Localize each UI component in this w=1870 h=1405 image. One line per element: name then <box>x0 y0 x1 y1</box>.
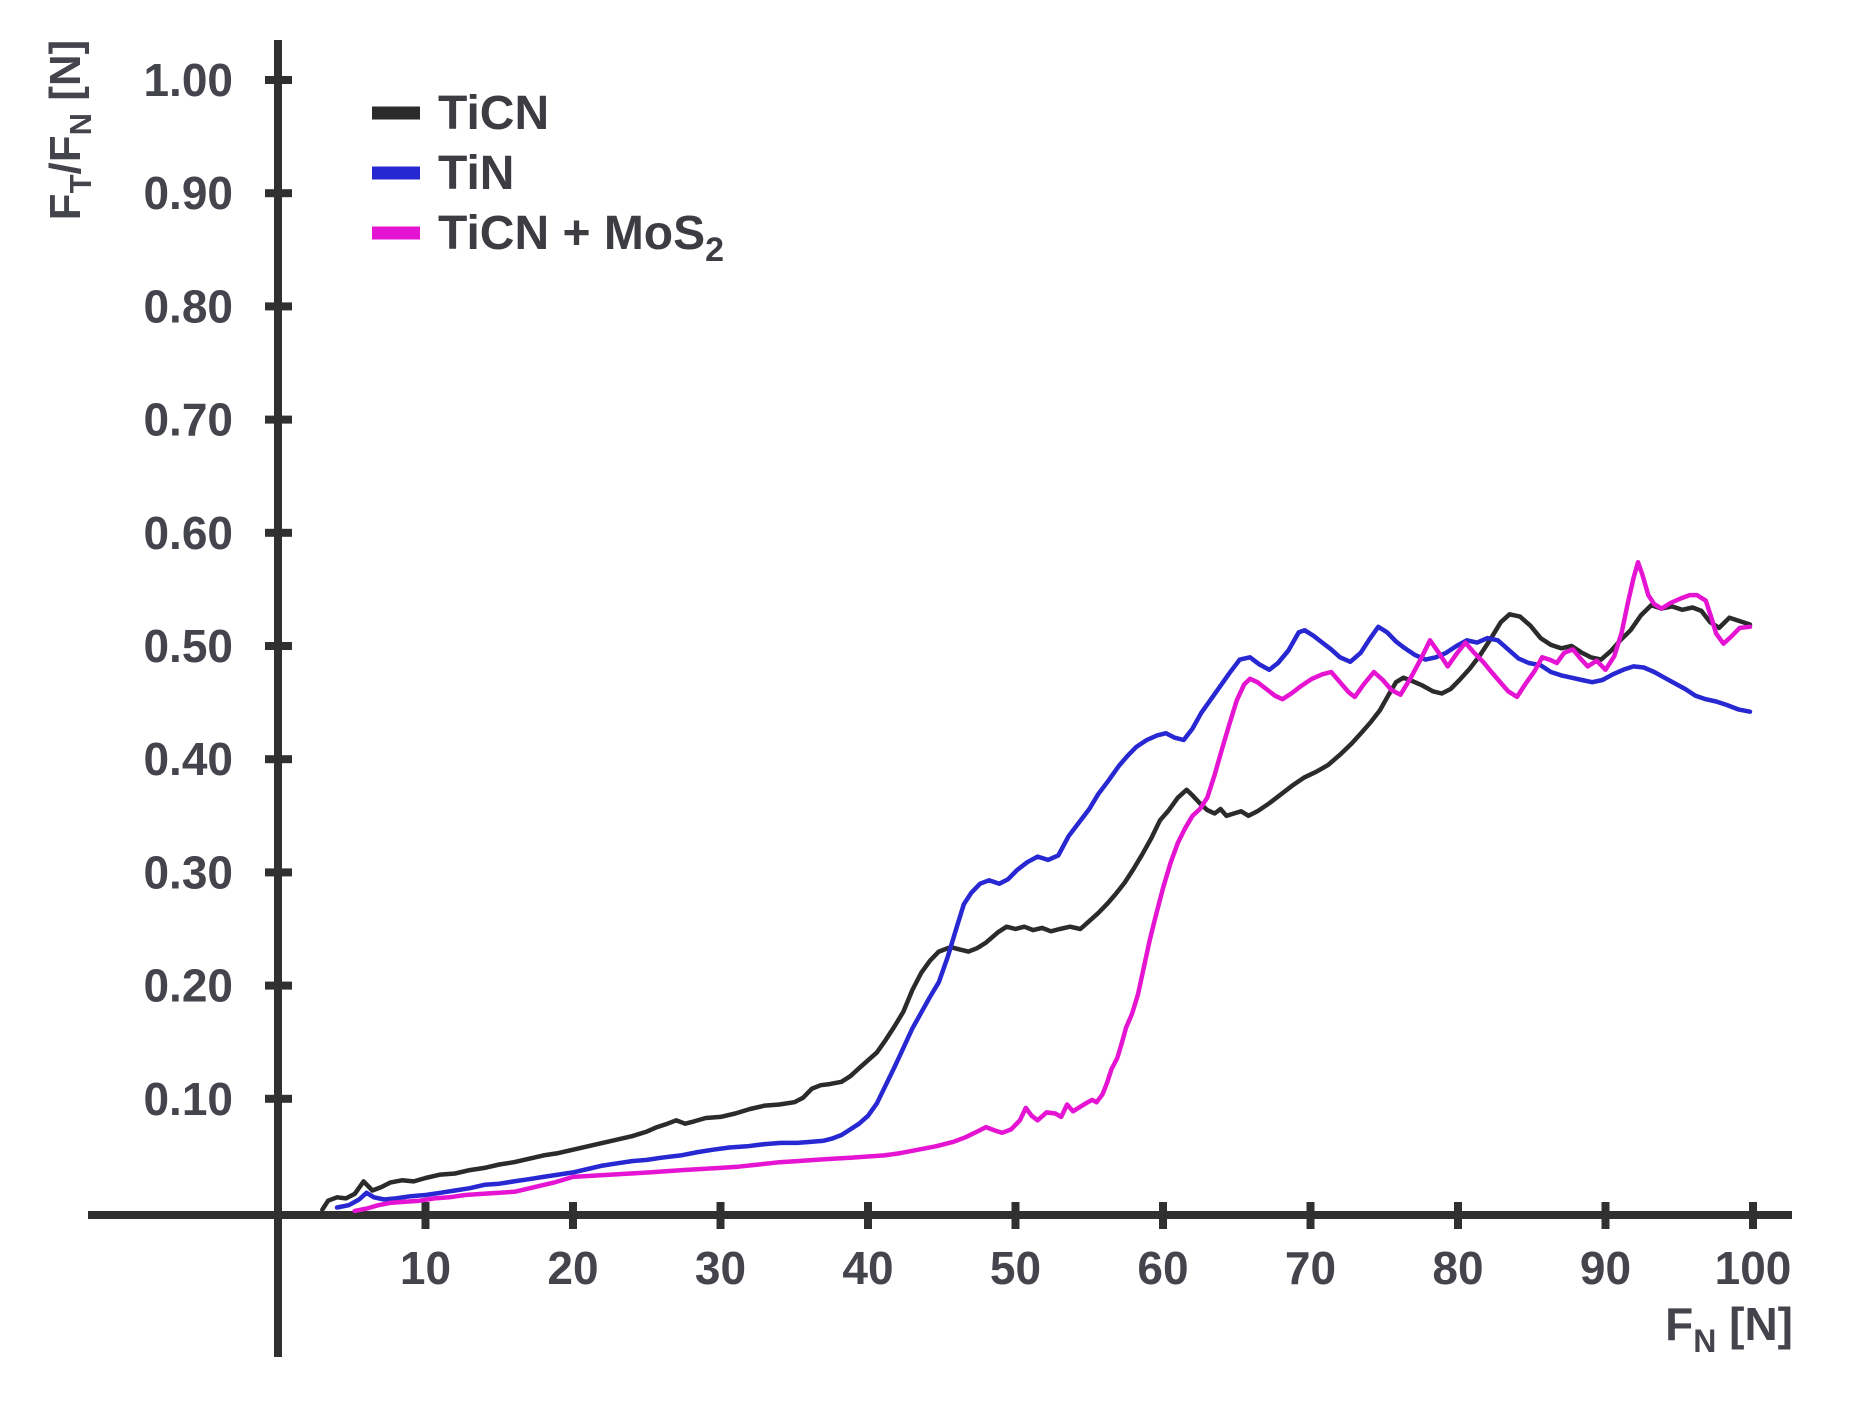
axis-labels: FN [N] FT/FN [N] <box>41 40 1793 1359</box>
x-tick <box>1454 1202 1462 1229</box>
y-tick-label: 0.70 <box>143 394 233 446</box>
x-tick-label: 90 <box>1580 1242 1631 1294</box>
legend-label-1: TiCN <box>438 87 549 140</box>
series-lines <box>320 559 1753 1214</box>
y-tick <box>265 642 292 650</box>
x-tick-label: 60 <box>1137 1242 1188 1294</box>
axis-ticks <box>265 76 1757 1229</box>
y-tick <box>265 415 292 424</box>
y-tick <box>265 868 292 877</box>
x-tick <box>1749 1202 1757 1229</box>
series-line-ticn <box>320 602 1753 1212</box>
y-axis-line <box>274 40 282 1357</box>
y-tick <box>265 1094 292 1103</box>
x-axis-line <box>88 1211 1792 1219</box>
x-tick-label: 70 <box>1285 1242 1336 1294</box>
y-axis-title: FT/FN [N] <box>41 40 98 221</box>
x-axis-title: FN [N] <box>1665 1298 1793 1359</box>
y-tick-label: 0.90 <box>143 167 233 219</box>
x-tick-label: 30 <box>695 1242 746 1294</box>
legend: TiCN TiN TiCN + MoS2 <box>372 87 724 269</box>
y-tick <box>265 76 292 84</box>
x-tick-label: 40 <box>842 1242 893 1294</box>
x-tick <box>569 1202 577 1229</box>
x-tick <box>716 1202 725 1229</box>
x-tick <box>864 1202 872 1229</box>
series-line-ticn-mos2 <box>352 559 1753 1214</box>
y-tick-label: 0.40 <box>143 733 233 785</box>
tick-labels: 10 20 30 40 50 60 70 80 90 100 0.10 0.20 0.30 0.40 0.5… <box>143 54 1791 1294</box>
x-tick <box>1011 1202 1020 1229</box>
x-tick <box>1159 1202 1167 1229</box>
y-tick-label: 0.30 <box>143 846 233 898</box>
legend-label-2: TiN <box>438 147 514 200</box>
x-tick-label: 20 <box>547 1242 598 1294</box>
y-tick-label: 0.50 <box>143 620 233 672</box>
x-tick-label: 80 <box>1432 1242 1483 1294</box>
x-tick <box>421 1202 430 1229</box>
y-tick <box>265 528 292 537</box>
y-tick-label: 0.80 <box>143 280 233 332</box>
x-tick-label: 100 <box>1715 1242 1792 1294</box>
y-tick-label: 1.00 <box>143 54 233 106</box>
y-tick-label: 0.20 <box>143 960 233 1012</box>
axes <box>88 40 1792 1357</box>
y-tick-label: 0.60 <box>143 507 233 559</box>
y-tick <box>265 302 292 311</box>
series-line-tin <box>334 624 1753 1210</box>
legend-label-3: TiCN + MoS2 <box>438 207 724 269</box>
y-tick <box>265 981 292 990</box>
y-tick <box>265 189 292 198</box>
y-tick <box>265 755 292 764</box>
x-tick <box>1601 1202 1610 1229</box>
x-tick <box>1306 1202 1315 1229</box>
x-tick-label: 50 <box>990 1242 1041 1294</box>
y-tick-label: 0.10 <box>143 1073 233 1125</box>
x-tick-label: 10 <box>400 1242 451 1294</box>
